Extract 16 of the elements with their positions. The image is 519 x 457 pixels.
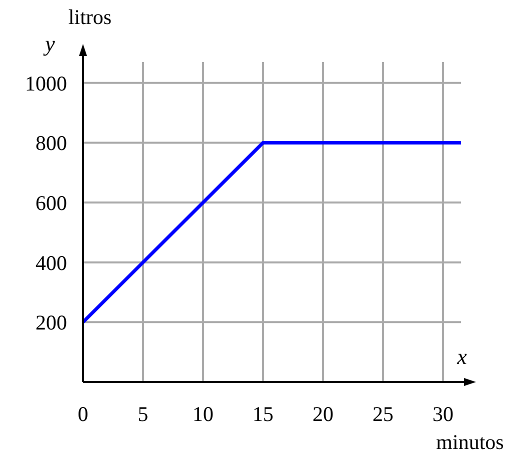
y-tick-label: 200 [36,310,67,335]
x-tick-label: 0 [78,402,88,426]
x-tick-label: 25 [372,402,394,426]
y-tick-label: 1000 [25,71,67,96]
x-tick-label: 5 [138,402,148,426]
x-tick-label: 10 [192,402,214,426]
y-tick-label: 400 [36,250,67,275]
x-tick-label: 20 [312,402,334,426]
text: y [43,31,56,56]
annotation: x [456,344,468,369]
y-tick-label: 800 [36,131,67,156]
x-tick-label: 30 [432,402,454,426]
x-tick-label: 15 [252,402,274,426]
y-axis-title: litros [68,5,112,29]
x-axis-title: minutos [436,430,504,454]
y-tick-label: 600 [36,191,67,216]
